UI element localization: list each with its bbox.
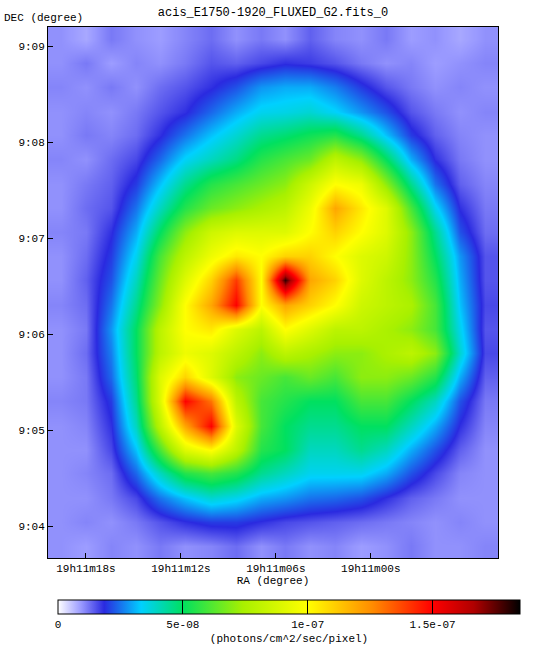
svg-text:0: 0 — [55, 619, 62, 631]
svg-text:RA (degree): RA (degree) — [237, 575, 310, 587]
svg-text:9:09: 9:09 — [18, 41, 44, 53]
svg-text:1.5e-07: 1.5e-07 — [409, 619, 455, 631]
svg-text:DEC (degree): DEC (degree) — [4, 12, 83, 24]
svg-text:19h11m12s: 19h11m12s — [151, 563, 210, 575]
svg-text:9:05: 9:05 — [18, 425, 44, 437]
svg-text:9:06: 9:06 — [18, 329, 44, 341]
svg-text:5e-08: 5e-08 — [166, 619, 199, 631]
svg-text:19h11m00s: 19h11m00s — [341, 563, 400, 575]
svg-text:acis_E1750-1920_FLUXED_G2.fits: acis_E1750-1920_FLUXED_G2.fits_0 — [158, 6, 388, 20]
svg-text:1e-07: 1e-07 — [291, 619, 324, 631]
svg-text:19h11m06s: 19h11m06s — [246, 563, 305, 575]
svg-text:9:07: 9:07 — [18, 233, 44, 245]
svg-text:9:04: 9:04 — [18, 521, 45, 533]
svg-text:9:08: 9:08 — [18, 137, 44, 149]
svg-text:(photons/cm^2/sec/pixel): (photons/cm^2/sec/pixel) — [210, 633, 368, 645]
svg-text:19h11m18s: 19h11m18s — [56, 563, 115, 575]
